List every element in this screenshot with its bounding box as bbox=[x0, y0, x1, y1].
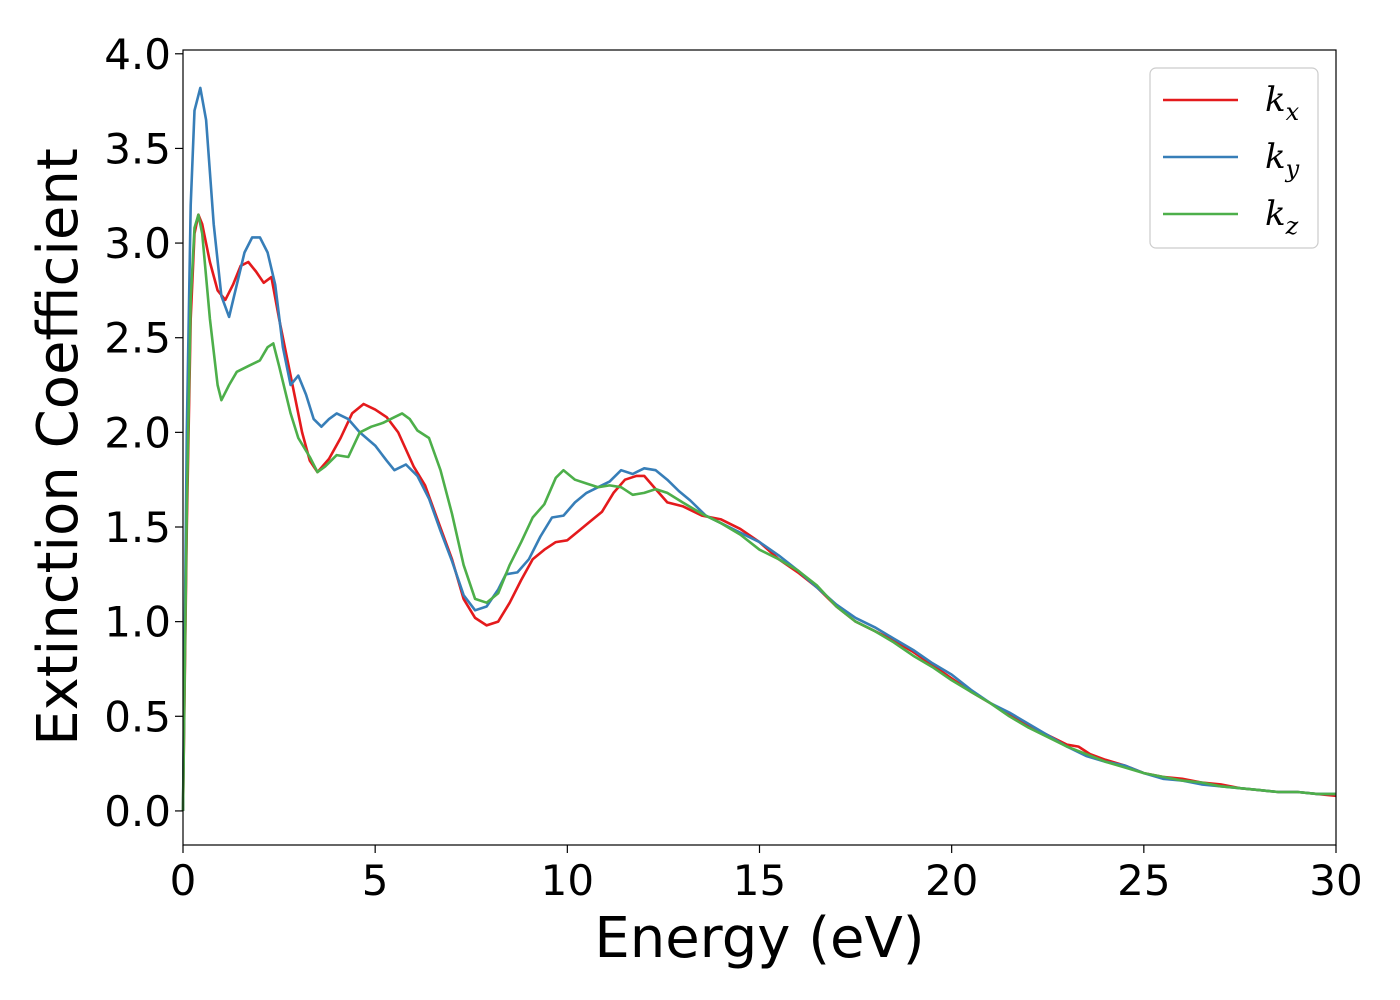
y-tick-label: 4.0 bbox=[104, 30, 171, 79]
legend: kx ky kz bbox=[1149, 67, 1319, 249]
y-tick-label: 2.5 bbox=[104, 314, 171, 363]
series-line-kz bbox=[181, 213, 1336, 811]
y-tick-label: 1.5 bbox=[104, 503, 171, 552]
x-tick-label: 30 bbox=[1309, 856, 1362, 905]
y-tick-label: 0.5 bbox=[104, 692, 171, 741]
y-tick-label: 1.0 bbox=[104, 598, 171, 647]
x-tick-label: 20 bbox=[925, 856, 978, 905]
series-layer bbox=[181, 86, 1337, 811]
x-tick-label: 5 bbox=[362, 856, 389, 905]
legend-label-kx: kx bbox=[1265, 80, 1300, 126]
legend-label-kz: kz bbox=[1265, 194, 1299, 240]
y-tick-label: 2.0 bbox=[104, 408, 171, 457]
y-tick-label: 3.0 bbox=[104, 219, 171, 268]
x-tick-label: 10 bbox=[541, 856, 594, 905]
y-tick-label: 3.5 bbox=[104, 124, 171, 173]
y-axis-label: Extinction Coefficient bbox=[26, 148, 91, 746]
x-tick-label: 15 bbox=[733, 856, 786, 905]
x-tick-label: 25 bbox=[1117, 856, 1170, 905]
y-axis-ticks: 0.0 0.5 1.0 1.5 2.0 2.5 3.0 3.5 4.0 bbox=[104, 30, 183, 836]
x-axis-label: Energy (eV) bbox=[594, 906, 924, 971]
x-axis-ticks: 0 5 10 15 20 25 30 bbox=[170, 845, 1363, 905]
legend-label-ky: ky bbox=[1265, 137, 1300, 183]
series-line-kx bbox=[181, 213, 1337, 811]
y-tick-label: 0.0 bbox=[104, 787, 171, 836]
x-tick-label: 0 bbox=[170, 856, 197, 905]
